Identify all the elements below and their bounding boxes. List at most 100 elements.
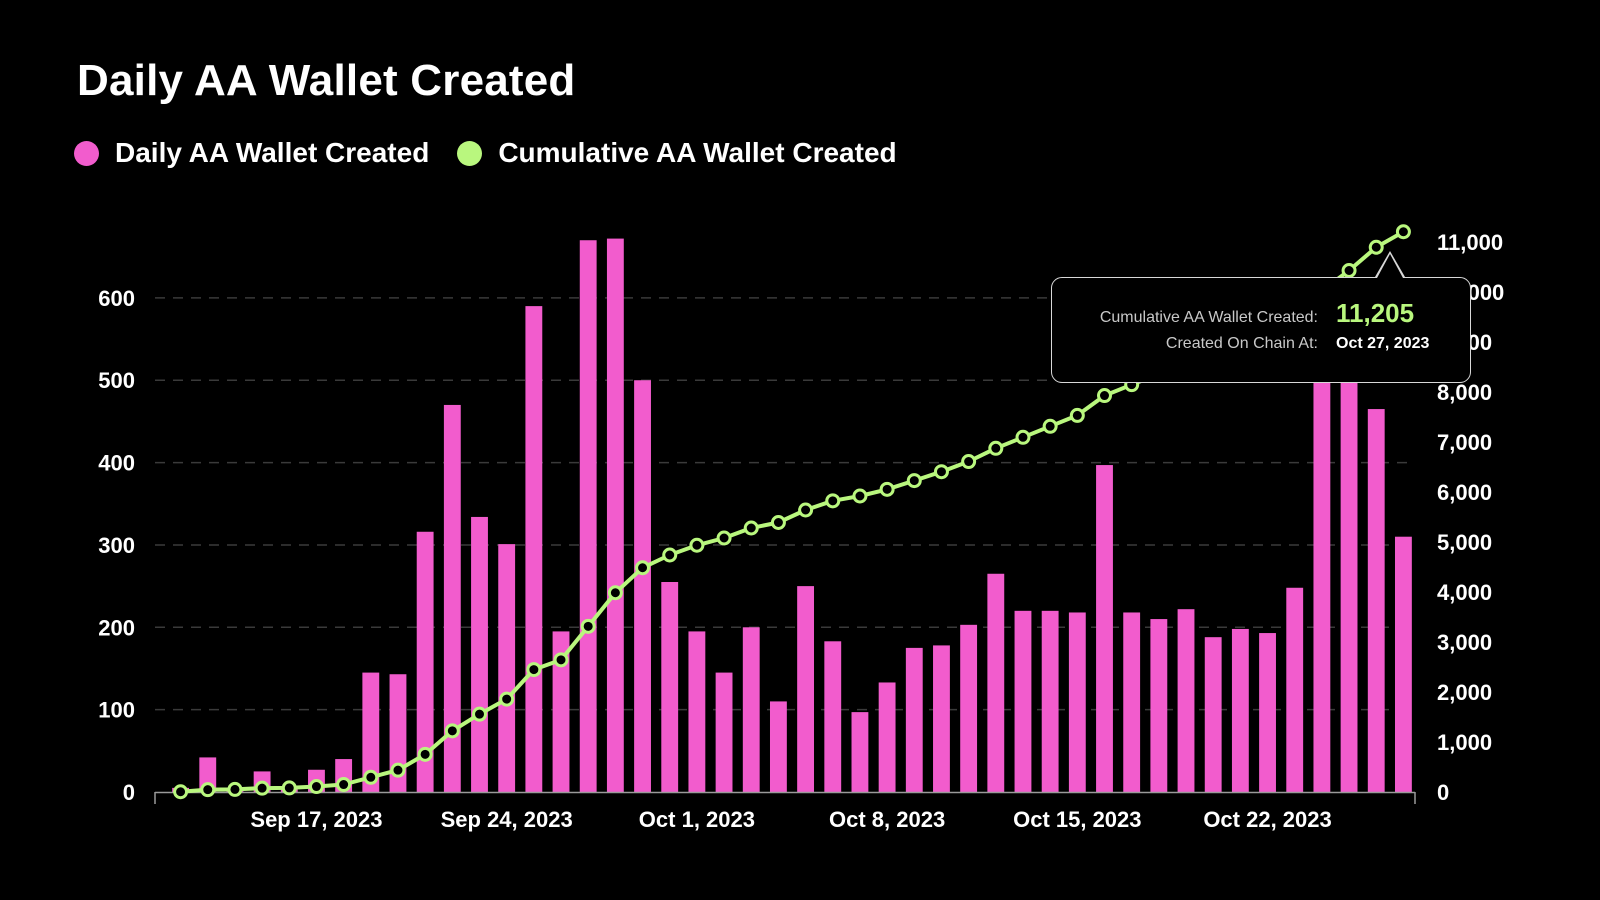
tooltip-label-cumulative: Cumulative AA Wallet Created:	[1099, 309, 1318, 326]
y-right-tick-label: 8,000	[1437, 380, 1492, 405]
legend-item-cumulative[interactable]: Cumulative AA Wallet Created	[457, 137, 897, 169]
cumulative-point	[689, 537, 705, 553]
cumulative-point	[173, 784, 189, 800]
cumulative-point	[1069, 407, 1085, 423]
cumulative-point	[1097, 388, 1112, 404]
cumulative-point	[472, 706, 487, 722]
bar	[905, 647, 923, 792]
bar	[797, 586, 815, 792]
y-right-tick-label: 1,000	[1437, 730, 1492, 755]
y-right-tick-label: 5,000	[1437, 530, 1492, 555]
x-tick-label: Sep 17, 2023	[250, 807, 382, 832]
y-left-tick-label: 400	[98, 451, 135, 476]
bar	[987, 573, 1005, 792]
cumulative-point	[879, 481, 895, 497]
bar	[634, 380, 651, 792]
cumulative-point	[227, 781, 243, 797]
cumulative-point	[308, 779, 324, 795]
tooltip-value-cumulative: 11,205	[1336, 298, 1415, 328]
cumulative-point	[1015, 429, 1031, 445]
cumulative-point	[825, 493, 841, 509]
bar	[715, 672, 733, 792]
y-right-tick-label: 6,000	[1437, 480, 1492, 505]
y-right-tick-label: 7,000	[1437, 430, 1492, 455]
bar	[1259, 633, 1276, 792]
legend-label-daily: Daily AA Wallet Created	[115, 137, 430, 168]
cumulative-point	[662, 547, 678, 563]
legend-dot-cumulative	[457, 140, 483, 166]
bar	[1150, 619, 1168, 792]
bar	[933, 645, 950, 792]
bar	[1068, 612, 1086, 792]
bar	[443, 404, 461, 792]
y-right-tick-label: 3,000	[1437, 630, 1492, 655]
x-tick-label: Sep 24, 2023	[441, 807, 573, 832]
y-left-tick-label: 0	[123, 780, 135, 805]
bar	[416, 531, 434, 792]
cumulative-point	[254, 780, 270, 796]
bar	[1123, 612, 1141, 792]
hover-tooltip: Cumulative AA Wallet Created: 11,205 Cre…	[1051, 251, 1471, 383]
bar	[688, 631, 706, 792]
cumulative-point	[1395, 224, 1411, 240]
bar	[1340, 314, 1358, 792]
bar	[1014, 610, 1032, 792]
bar	[552, 631, 570, 792]
bar	[960, 624, 978, 792]
cumulative-point	[743, 520, 759, 536]
bar	[1204, 637, 1222, 792]
y-left-tick-label: 500	[98, 368, 135, 393]
cumulative-point	[417, 746, 433, 762]
cumulative-point	[906, 473, 922, 489]
bar	[498, 544, 516, 792]
cumulative-point	[444, 723, 460, 739]
x-tick-label: Oct 8, 2023	[829, 807, 945, 832]
x-tick-label: Oct 1, 2023	[639, 807, 755, 832]
tooltip-label-date: Created On Chain At:	[1165, 335, 1318, 352]
bar	[1096, 465, 1113, 792]
bar	[1313, 281, 1331, 792]
bar	[1286, 587, 1304, 792]
bar	[1367, 409, 1385, 792]
y-left-tick-label: 100	[98, 698, 135, 723]
y-right-tick-label: 4,000	[1437, 580, 1492, 605]
x-tick-label: Oct 15, 2023	[1013, 807, 1141, 832]
y-right-tick-label: 0	[1437, 780, 1449, 805]
bar	[1394, 536, 1412, 792]
y-right-tick-label: 2,000	[1437, 680, 1492, 705]
x-tick-label: Oct 22, 2023	[1203, 807, 1331, 832]
bar	[742, 627, 760, 792]
bar	[851, 712, 869, 792]
cumulative-point	[988, 440, 1004, 456]
chart-legend: Daily AA Wallet Created Cumulative AA Wa…	[74, 137, 925, 169]
bar	[824, 641, 842, 792]
y-left-tick-label: 300	[98, 533, 135, 558]
legend-item-daily[interactable]: Daily AA Wallet Created	[74, 137, 429, 169]
cumulative-point	[933, 464, 949, 480]
cumulative-point	[363, 769, 379, 785]
cumulative-point	[390, 762, 406, 778]
bar	[769, 701, 787, 792]
bar	[471, 516, 488, 792]
cumulative-point	[281, 780, 297, 796]
y-right-tick-label: 11,000	[1437, 230, 1503, 255]
tooltip-row-date: Created On Chain At: Oct 27, 2023	[1058, 335, 1430, 353]
tooltip-arrow-inner	[1377, 254, 1403, 278]
bar	[878, 682, 896, 792]
cumulative-point	[852, 488, 868, 504]
cumulative-point	[553, 652, 569, 668]
chart-title: Daily AA Wallet Created	[77, 56, 576, 105]
cumulative-point	[798, 502, 814, 518]
cumulative-point	[961, 454, 977, 470]
bar	[579, 240, 597, 792]
cumulative-point	[607, 585, 623, 601]
cumulative-point	[200, 782, 216, 798]
y-left-tick-label: 600	[98, 286, 135, 311]
legend-label-cumulative: Cumulative AA Wallet Created	[498, 137, 897, 168]
bar	[606, 238, 624, 792]
y-left-tick-label: 200	[98, 615, 135, 640]
bar	[661, 582, 679, 792]
cumulative-point	[336, 777, 352, 793]
bar	[525, 306, 543, 792]
